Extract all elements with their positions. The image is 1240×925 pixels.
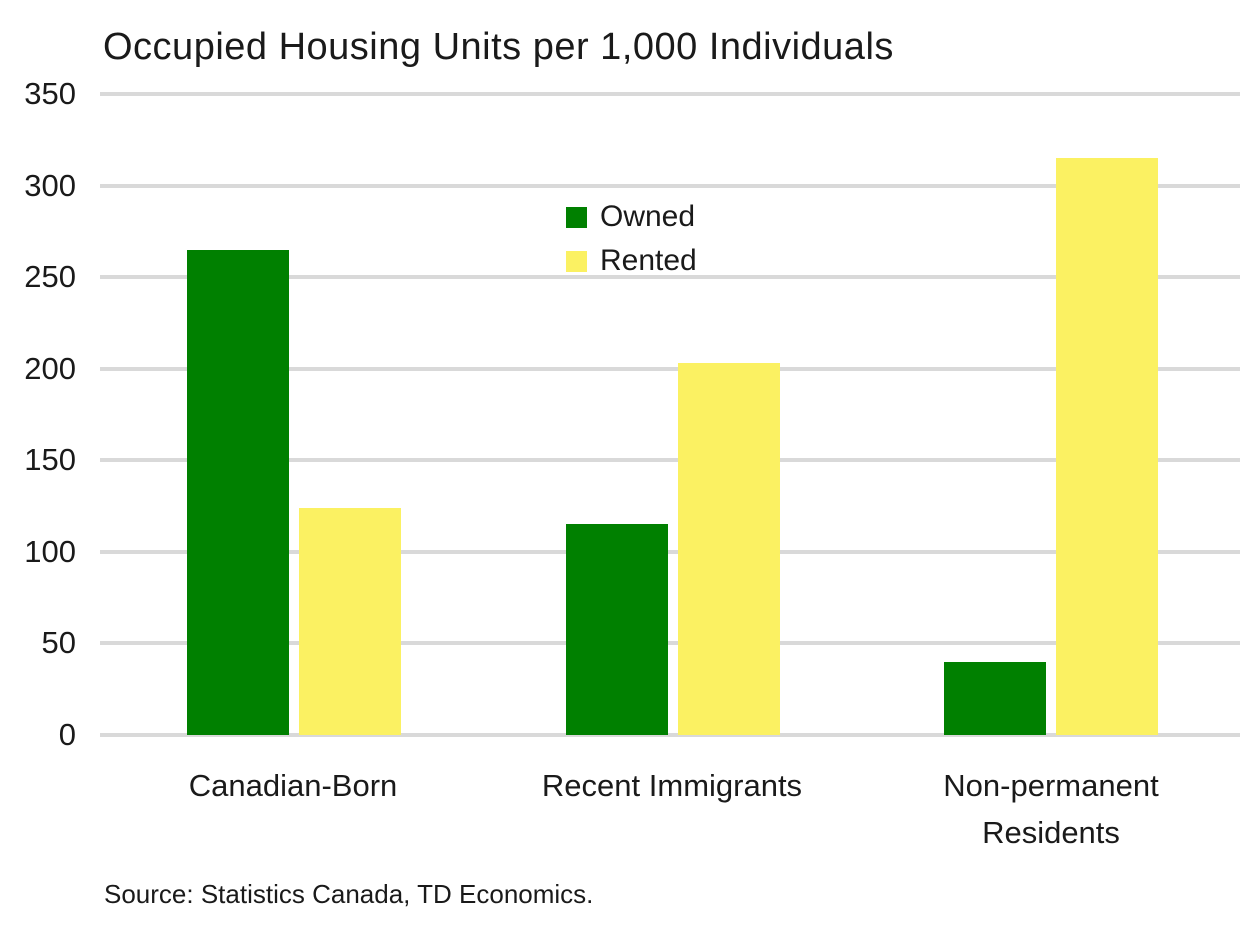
bar-owned-non-permanent-residents (944, 661, 1046, 735)
bar-owned-recent-immigrants (566, 524, 668, 735)
chart-title: Occupied Housing Units per 1,000 Individ… (103, 26, 894, 68)
x-axis-label-non-permanent-residents: Non-permanent Residents (943, 768, 1159, 850)
legend-label-rented: Rented (600, 244, 697, 277)
y-tick-label-250: 250 (24, 259, 76, 295)
legend-item-owned: Owned (566, 199, 697, 235)
y-tick-label-150: 150 (24, 442, 76, 478)
gridline-0 (100, 733, 1240, 737)
y-tick-label-300: 300 (24, 167, 76, 203)
bar-owned-canadian-born (187, 249, 289, 735)
source-note: Source: Statistics Canada, TD Economics. (104, 879, 594, 909)
y-tick-label-50: 50 (41, 625, 76, 661)
y-tick-label-0: 0 (58, 717, 76, 752)
plot-area (100, 92, 1240, 737)
bar-rented-recent-immigrants (678, 363, 780, 735)
gridline-250 (100, 275, 1240, 280)
y-tick-label-350: 350 (24, 76, 76, 111)
owned-swatch-icon (566, 206, 587, 228)
bar-rented-non-permanent-residents (1056, 158, 1158, 735)
y-tick-label-200: 200 (24, 350, 76, 386)
gridline-50 (100, 641, 1240, 646)
legend: Owned Rented (566, 199, 697, 287)
x-axis-label-recent-immigrants: Recent Immigrants (541, 768, 803, 803)
bar-rented-canadian-born (299, 507, 401, 735)
legend-label-owned: Owned (600, 200, 696, 233)
gridline-150 (100, 458, 1240, 463)
x-axis-label-canadian-born: Canadian-Born (188, 768, 398, 803)
legend-item-rented: Rented (566, 243, 697, 279)
gridline-300 (100, 183, 1240, 188)
rented-swatch-icon (566, 250, 587, 272)
gridline-350 (100, 92, 1240, 96)
y-tick-label-100: 100 (24, 533, 76, 569)
gridline-200 (100, 366, 1240, 371)
gridline-100 (100, 549, 1240, 554)
